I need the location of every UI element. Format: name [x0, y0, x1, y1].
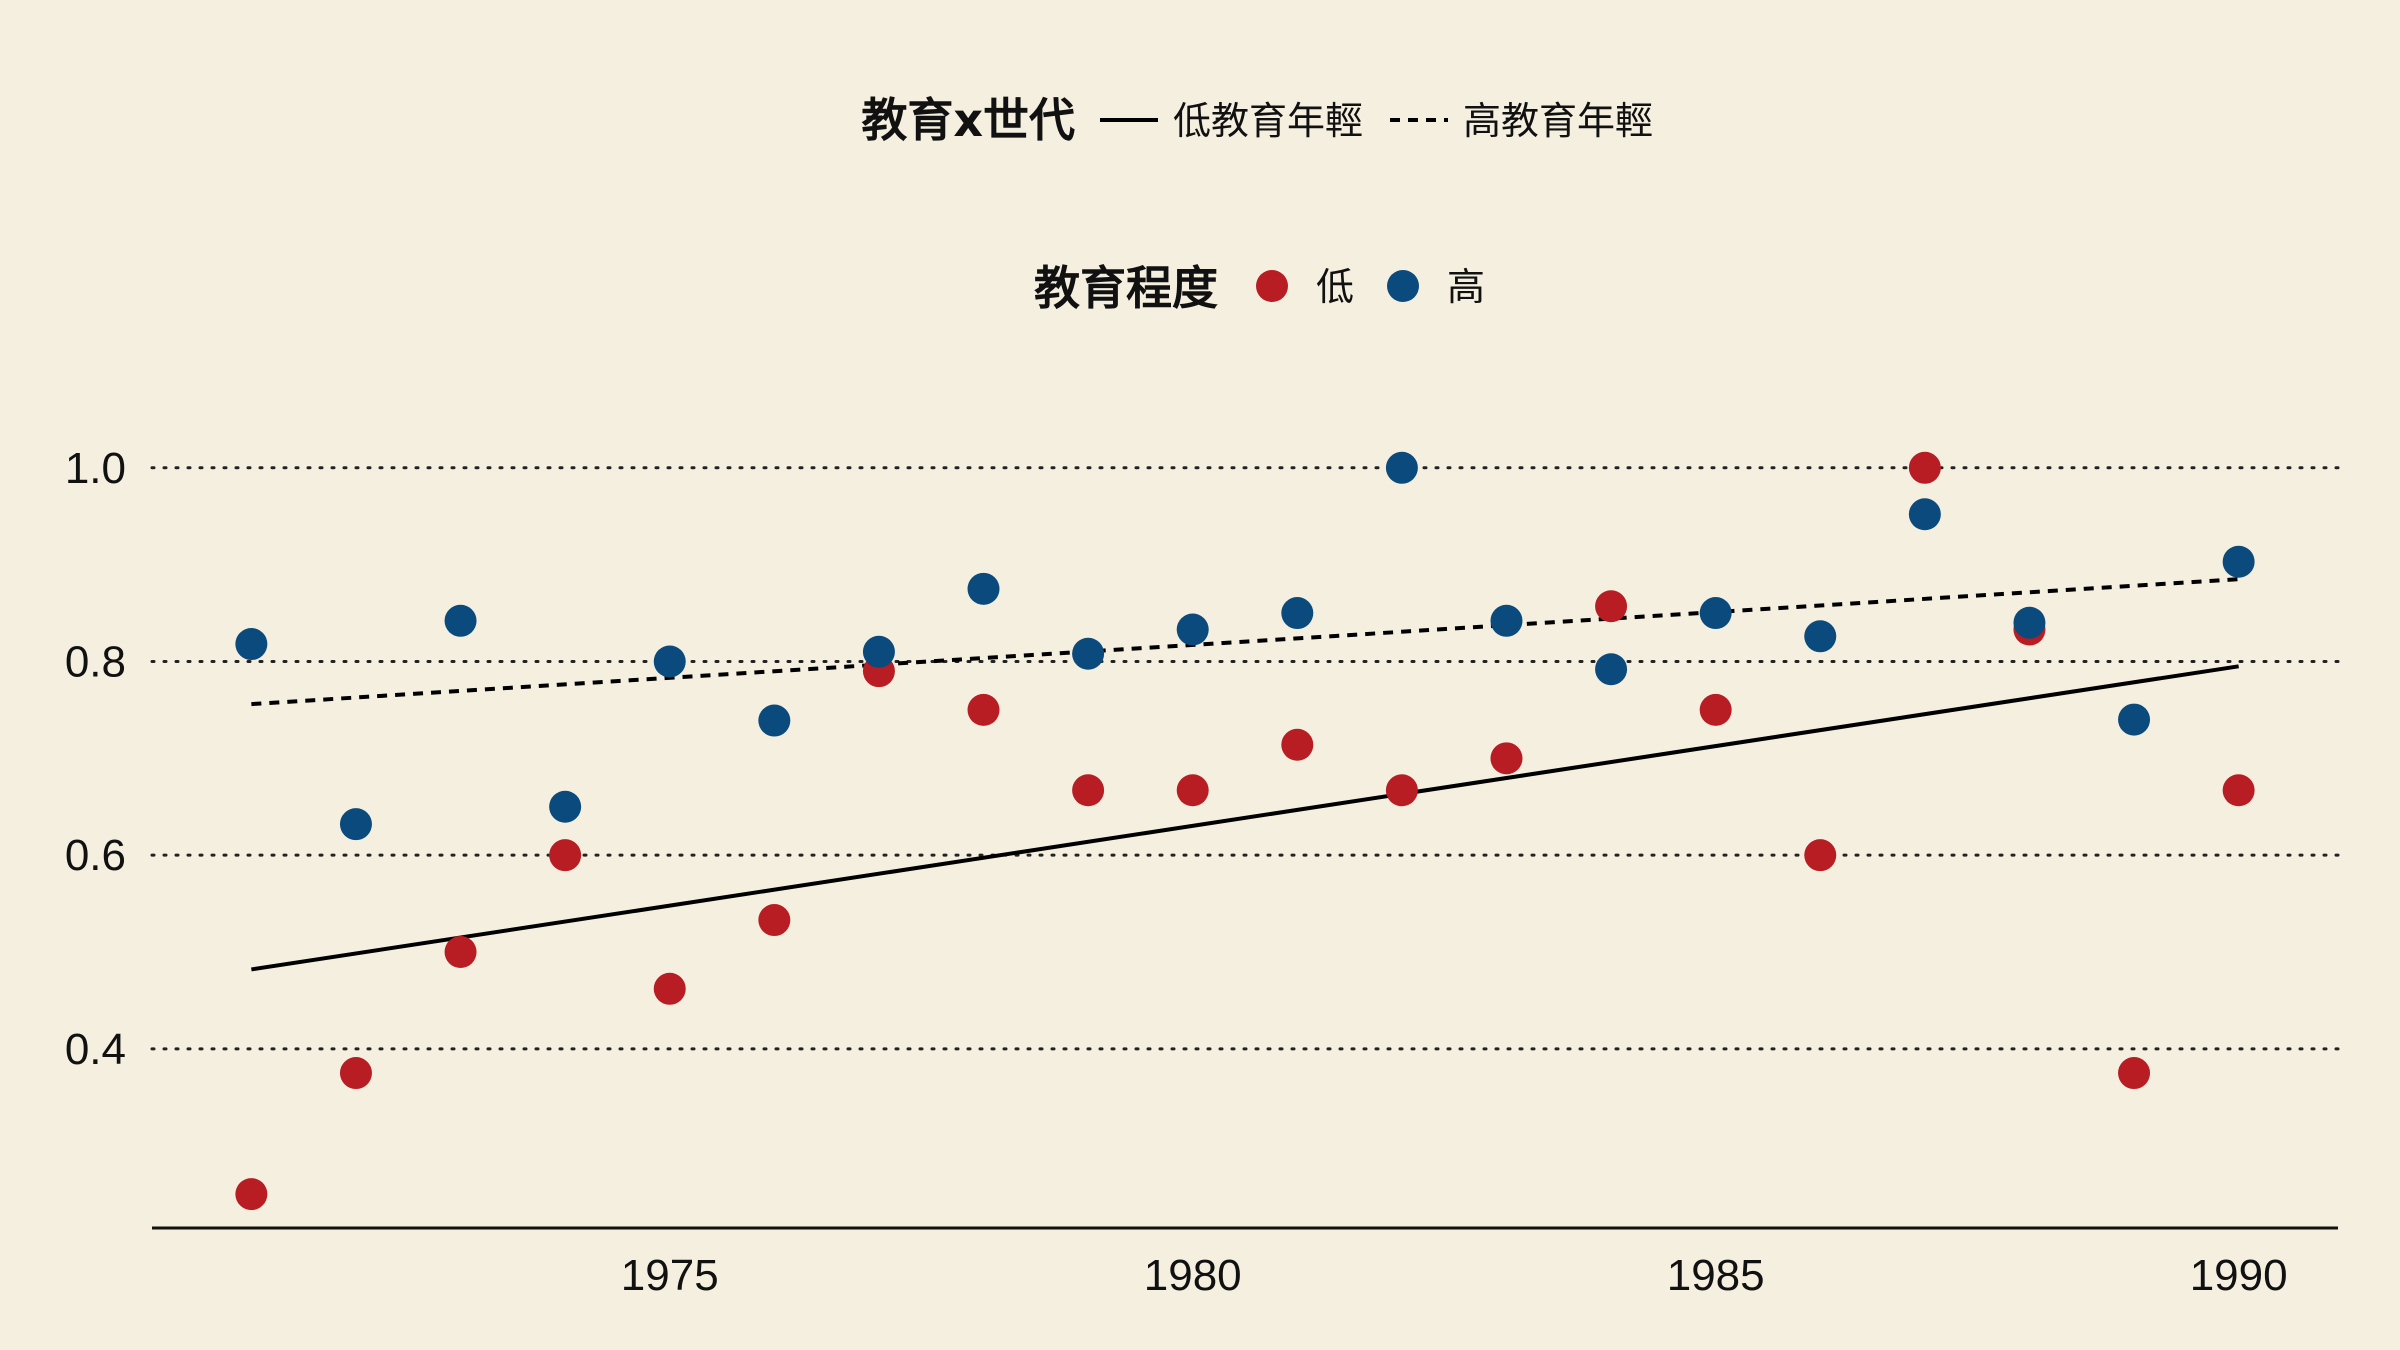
data-point-high: [1699, 597, 1732, 630]
data-point-high: [1385, 451, 1418, 484]
fit-line-low-education-young: [251, 664, 2239, 972]
line-legend-label-solid: 低教育年輕: [1173, 99, 1363, 143]
data-point-high: [2013, 606, 2046, 639]
data-point-low: [758, 904, 791, 937]
data-point-high: [235, 628, 268, 661]
data-point-low: [1385, 774, 1418, 807]
grid-layer: [150, 466, 2340, 1051]
point-legend-high-swatch: [1387, 270, 1419, 302]
data-point-low: [1908, 451, 1941, 484]
data-point-high: [1908, 498, 1941, 531]
data-point-low: [1804, 839, 1837, 872]
data-point-low: [2222, 774, 2255, 807]
x-tick-label: 1990: [2190, 1251, 2288, 1300]
data-point-high: [1072, 637, 1105, 670]
y-tick-label: 0.4: [65, 1025, 126, 1074]
point-legend-low-swatch: [1256, 270, 1288, 302]
data-point-high: [1595, 653, 1628, 686]
data-point-low: [549, 839, 582, 872]
line-legend-label-dashed: 高教育年輕: [1463, 99, 1653, 143]
data-point-low: [653, 972, 686, 1005]
data-point-high: [1281, 597, 1314, 630]
data-point-high: [862, 635, 895, 668]
axis-layer: 0.4 0.6 0.8 1.0 1975 1980 1985 1990: [65, 444, 2338, 1300]
point-legend-label-high: 高: [1447, 265, 1485, 309]
data-point-high: [2118, 703, 2151, 736]
data-point-high: [339, 808, 372, 841]
data-point-low: [339, 1057, 372, 1090]
point-layer: [235, 451, 2255, 1211]
point-legend-title: 教育程度: [1034, 261, 1218, 315]
data-point-low: [1490, 742, 1523, 775]
y-tick-label: 0.8: [65, 637, 126, 686]
data-point-low: [1072, 774, 1105, 807]
data-point-high: [758, 704, 791, 737]
data-point-low: [1595, 590, 1628, 623]
fit-line-high-education-young: [251, 577, 2239, 707]
y-tick-label: 1.0: [65, 444, 126, 493]
data-point-low: [444, 936, 477, 968]
data-point-low: [1699, 693, 1732, 726]
x-tick-label: 1975: [621, 1251, 719, 1300]
line-legend: 教育x世代 低教育年輕 高教育年輕: [861, 93, 1653, 147]
data-point-low: [967, 693, 1000, 726]
data-point-high: [549, 790, 582, 823]
data-point-high: [1804, 620, 1837, 653]
data-point-high: [967, 572, 1000, 605]
y-tick-label: 0.6: [65, 831, 126, 880]
data-point-low: [1281, 728, 1314, 761]
point-legend-label-low: 低: [1316, 265, 1354, 309]
data-point-high: [444, 604, 477, 637]
data-point-high: [653, 645, 686, 678]
fit-line-layer: [251, 577, 2239, 972]
data-point-low: [2118, 1057, 2151, 1090]
data-point-low: [1176, 774, 1209, 807]
line-legend-title: 教育x世代: [861, 93, 1075, 147]
data-point-low: [235, 1178, 268, 1211]
point-legend: 教育程度 低 高: [1034, 261, 1485, 315]
data-point-high: [2222, 545, 2255, 578]
data-point-high: [1176, 613, 1209, 646]
x-tick-label: 1985: [1667, 1251, 1765, 1300]
x-tick-label: 1980: [1144, 1251, 1242, 1300]
data-point-high: [1490, 604, 1523, 637]
